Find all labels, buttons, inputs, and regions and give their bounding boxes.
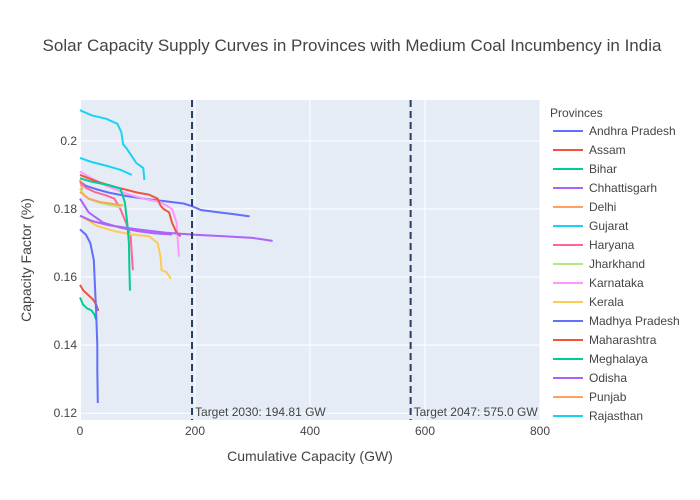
x-gridlines — [79, 100, 541, 420]
legend-item-bihar[interactable]: Bihar — [589, 162, 617, 176]
legend-item-delhi[interactable]: Delhi — [589, 200, 616, 214]
x-tick-label: 0 — [77, 424, 84, 438]
legend-item-meghalaya[interactable]: Meghalaya — [589, 352, 648, 366]
legend: Provinces Andhra Pradesh Assam Bihar Chhatt… — [550, 106, 680, 423]
legend-item-madhya-pradesh[interactable]: Madhya Pradesh — [589, 314, 680, 328]
legend-item-maharashtra[interactable]: Maharashtra — [589, 333, 657, 347]
y-axis-title: Capacity Factor (%) — [18, 198, 34, 322]
x-axis-title: Cumulative Capacity (GW) — [227, 448, 393, 464]
series-line-rajasthan — [79, 156, 133, 176]
legend-item-rajasthan[interactable]: Rajasthan — [589, 409, 643, 423]
y-tick-label: 0.16 — [54, 270, 78, 284]
y-tick-label: 0.2 — [60, 134, 77, 148]
y-tick-labels: 0.12 0.14 0.16 0.18 0.2 — [54, 134, 78, 420]
legend-item-chhattisgarh[interactable]: Chhattisgarh — [589, 181, 657, 195]
series-line-andhra-pradesh — [79, 180, 250, 218]
y-tick-label: 0.14 — [54, 338, 78, 352]
series-line-punjab — [79, 191, 124, 207]
target-annotation: Target 2047: 575.0 GW — [414, 405, 539, 419]
legend-item-kerala[interactable]: Kerala — [589, 295, 624, 309]
x-tick-label: 800 — [530, 424, 550, 438]
series-line-madhya-pradesh — [79, 228, 99, 404]
series-line-bihar — [79, 297, 98, 320]
series-line-haryana — [79, 181, 134, 271]
legend-item-jharkhand[interactable]: Jharkhand — [589, 257, 645, 271]
legend-item-odisha[interactable]: Odisha — [589, 371, 627, 385]
x-tick-label: 200 — [185, 424, 205, 438]
series-line-meghalaya — [79, 177, 131, 291]
target-lines: Target 2030: 194.81 GW Target 2047: 575.0… — [191, 100, 539, 420]
series-line-kerala — [79, 214, 172, 280]
chart-title: Solar Capacity Supply Curves in Province… — [43, 36, 662, 55]
legend-item-karnataka[interactable]: Karnataka — [589, 276, 644, 290]
legend-item-gujarat[interactable]: Gujarat — [589, 219, 629, 233]
legend-title: Provinces — [550, 106, 603, 120]
legend-item-andhra-pradesh[interactable]: Andhra Pradesh — [589, 124, 676, 138]
x-tick-label: 600 — [415, 424, 435, 438]
legend-item-assam[interactable]: Assam — [589, 143, 626, 157]
target-annotation: Target 2030: 194.81 GW — [195, 405, 326, 419]
x-tick-labels: 0 200 400 600 800 — [77, 424, 551, 438]
x-tick-label: 400 — [300, 424, 320, 438]
legend-item-punjab[interactable]: Punjab — [589, 390, 627, 404]
legend-item-haryana[interactable]: Haryana — [589, 238, 635, 252]
series-line-gujarat — [79, 109, 146, 181]
y-tick-label: 0.18 — [54, 202, 78, 216]
series-lines — [79, 109, 273, 404]
series-line-odisha — [79, 214, 273, 242]
y-tick-label: 0.12 — [54, 406, 78, 420]
